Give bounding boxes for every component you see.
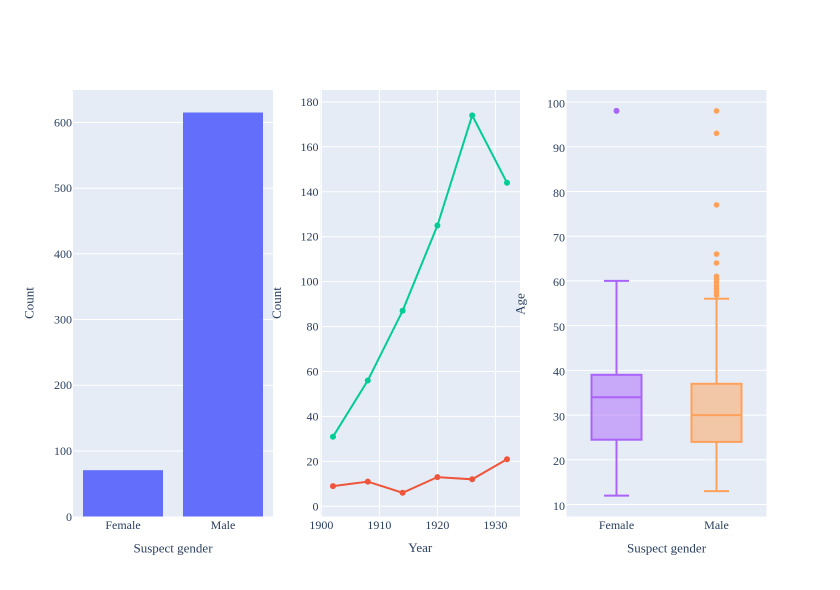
svg-text:100: 100	[301, 275, 319, 289]
svg-text:Male: Male	[704, 518, 729, 532]
svg-text:1910: 1910	[367, 518, 391, 532]
svg-text:20: 20	[307, 454, 319, 468]
svg-text:0: 0	[313, 499, 319, 513]
svg-text:1920: 1920	[425, 518, 449, 532]
svg-text:200: 200	[54, 378, 72, 392]
svg-text:Suspect gender: Suspect gender	[133, 541, 213, 556]
svg-text:Suspect gender: Suspect gender	[627, 541, 707, 556]
svg-text:Count: Count	[269, 287, 284, 319]
svg-text:Year: Year	[408, 540, 433, 555]
svg-text:140: 140	[301, 185, 319, 199]
svg-text:Count: Count	[21, 287, 36, 319]
svg-text:100: 100	[54, 444, 72, 458]
svg-text:400: 400	[54, 247, 72, 261]
svg-text:60: 60	[553, 275, 565, 289]
svg-text:120: 120	[301, 230, 319, 244]
svg-text:70: 70	[553, 231, 565, 245]
svg-text:90: 90	[553, 141, 565, 155]
svg-text:Male: Male	[211, 518, 236, 532]
svg-text:1900: 1900	[309, 518, 333, 532]
svg-text:500: 500	[54, 181, 72, 195]
svg-text:40: 40	[307, 409, 319, 423]
svg-text:60: 60	[307, 365, 319, 379]
svg-text:1930: 1930	[483, 518, 507, 532]
svg-text:40: 40	[553, 365, 565, 379]
svg-text:Age: Age	[513, 293, 528, 315]
svg-text:180: 180	[301, 95, 319, 109]
svg-text:80: 80	[307, 320, 319, 334]
svg-text:100: 100	[547, 96, 565, 110]
svg-text:Female: Female	[105, 518, 140, 532]
svg-text:50: 50	[553, 320, 565, 334]
svg-text:0: 0	[66, 510, 72, 524]
svg-text:160: 160	[301, 140, 319, 154]
svg-text:10: 10	[553, 499, 565, 513]
svg-text:Female: Female	[599, 518, 634, 532]
svg-text:20: 20	[553, 454, 565, 468]
svg-text:80: 80	[553, 186, 565, 200]
svg-text:30: 30	[553, 409, 565, 423]
svg-text:300: 300	[54, 313, 72, 327]
svg-text:600: 600	[54, 116, 72, 130]
